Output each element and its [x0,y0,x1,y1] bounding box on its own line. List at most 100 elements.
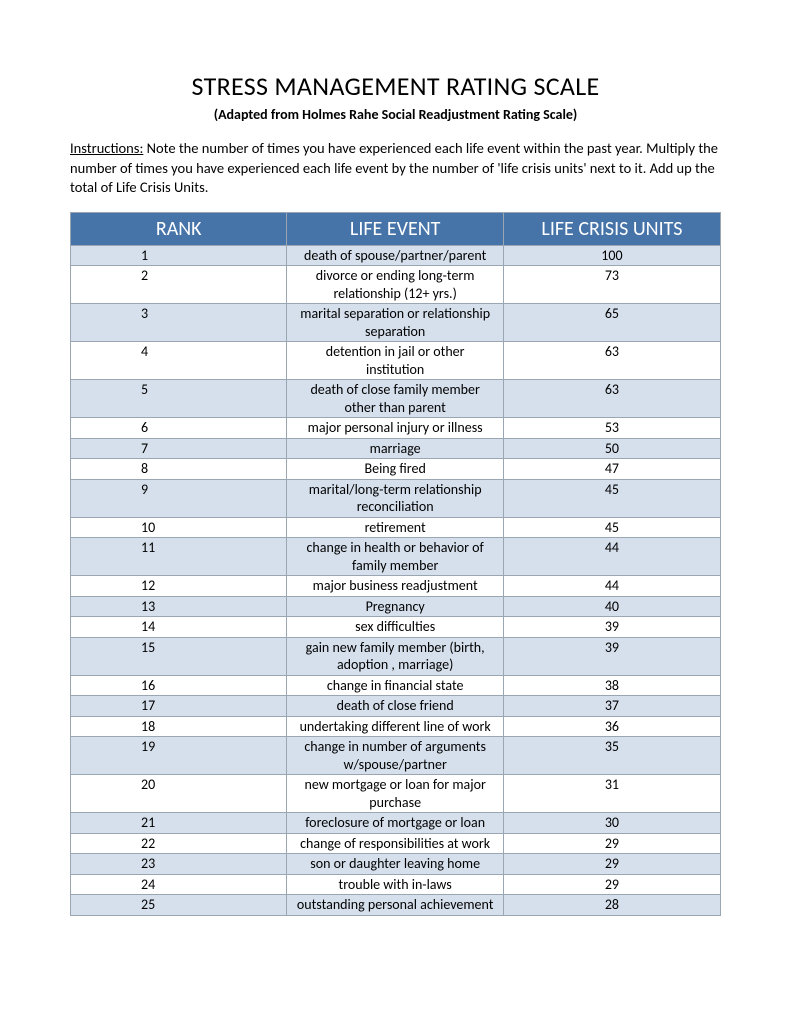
table-body: 1death of spouse/partner/parent1002divor… [71,245,721,915]
table-row: 10retirement45 [71,517,721,538]
cell-life-event: undertaking different line of work [287,716,503,737]
cell-life-event: Being fired [287,459,503,480]
table-row: 5death of close family member other than… [71,380,721,418]
col-life-event: LIFE EVENT [287,212,503,245]
cell-life-event: major business readjustment [287,576,503,597]
table-row: 22change of responsibilities at work29 [71,833,721,854]
table-row: 4detention in jail or other institution6… [71,342,721,380]
cell-rank: 23 [71,854,287,875]
table-row: 9marital/long-term relationship reconcil… [71,479,721,517]
cell-units: 37 [503,696,720,717]
cell-units: 63 [503,342,720,380]
cell-life-event: new mortgage or loan for major purchase [287,775,503,813]
cell-life-event: foreclosure of mortgage or loan [287,813,503,834]
cell-life-event: change of responsibilities at work [287,833,503,854]
cell-units: 39 [503,617,720,638]
table-row: 24trouble with in-laws29 [71,874,721,895]
cell-rank: 22 [71,833,287,854]
cell-life-event: divorce or ending long-term relationship… [287,266,503,304]
cell-units: 35 [503,737,720,775]
cell-life-event: marital/long-term relationship reconcili… [287,479,503,517]
cell-life-event: major personal injury or illness [287,418,503,439]
cell-units: 38 [503,675,720,696]
cell-units: 65 [503,304,720,342]
cell-units: 100 [503,245,720,266]
cell-rank: 8 [71,459,287,480]
cell-rank: 24 [71,874,287,895]
cell-units: 28 [503,895,720,916]
cell-units: 31 [503,775,720,813]
cell-units: 47 [503,459,720,480]
cell-rank: 6 [71,418,287,439]
cell-life-event: trouble with in-laws [287,874,503,895]
cell-rank: 21 [71,813,287,834]
cell-rank: 15 [71,637,287,675]
cell-life-event: death of close family member other than … [287,380,503,418]
cell-rank: 4 [71,342,287,380]
table-row: 2divorce or ending long-term relationshi… [71,266,721,304]
cell-units: 29 [503,874,720,895]
cell-units: 44 [503,538,720,576]
cell-units: 45 [503,479,720,517]
page-title: STRESS MANAGEMENT RATING SCALE [70,70,721,102]
instructions: Instructions: Note the number of times y… [70,139,721,198]
cell-rank: 7 [71,438,287,459]
cell-units: 53 [503,418,720,439]
cell-life-event: retirement [287,517,503,538]
cell-rank: 16 [71,675,287,696]
table-row: 7marriage50 [71,438,721,459]
cell-life-event: outstanding personal achievement [287,895,503,916]
instructions-label: Instructions: [70,139,143,157]
table-row: 14sex difficulties39 [71,617,721,638]
cell-rank: 17 [71,696,287,717]
table-row: 17death of close friend37 [71,696,721,717]
cell-life-event: sex difficulties [287,617,503,638]
cell-rank: 14 [71,617,287,638]
instructions-text: Note the number of times you have experi… [70,139,718,196]
table-row: 11change in health or behavior of family… [71,538,721,576]
cell-life-event: marital separation or relationship separ… [287,304,503,342]
table-row: 13Pregnancy40 [71,596,721,617]
table-row: 8Being fired47 [71,459,721,480]
cell-units: 40 [503,596,720,617]
cell-rank: 18 [71,716,287,737]
cell-life-event: change in health or behavior of family m… [287,538,503,576]
table-row: 23son or daughter leaving home29 [71,854,721,875]
cell-life-event: change in financial state [287,675,503,696]
cell-rank: 1 [71,245,287,266]
col-life-crisis-units: LIFE CRISIS UNITS [503,212,720,245]
table-row: 6major personal injury or illness53 [71,418,721,439]
table-row: 20new mortgage or loan for major purchas… [71,775,721,813]
table-row: 19change in number of arguments w/spouse… [71,737,721,775]
table-header-row: RANK LIFE EVENT LIFE CRISIS UNITS [71,212,721,245]
cell-units: 50 [503,438,720,459]
cell-life-event: death of spouse/partner/parent [287,245,503,266]
table-row: 16change in financial state38 [71,675,721,696]
table-row: 15gain new family member (birth, adoptio… [71,637,721,675]
cell-rank: 9 [71,479,287,517]
cell-units: 29 [503,833,720,854]
col-rank: RANK [71,212,287,245]
cell-units: 29 [503,854,720,875]
cell-units: 63 [503,380,720,418]
cell-units: 30 [503,813,720,834]
cell-units: 44 [503,576,720,597]
cell-units: 73 [503,266,720,304]
cell-life-event: detention in jail or other institution [287,342,503,380]
cell-rank: 2 [71,266,287,304]
cell-life-event: son or daughter leaving home [287,854,503,875]
cell-rank: 5 [71,380,287,418]
cell-rank: 11 [71,538,287,576]
cell-life-event: Pregnancy [287,596,503,617]
cell-units: 36 [503,716,720,737]
table-row: 12major business readjustment44 [71,576,721,597]
table-row: 25outstanding personal achievement28 [71,895,721,916]
cell-rank: 3 [71,304,287,342]
cell-rank: 19 [71,737,287,775]
table-row: 18undertaking different line of work36 [71,716,721,737]
cell-units: 45 [503,517,720,538]
table-row: 21foreclosure of mortgage or loan30 [71,813,721,834]
table-row: 1death of spouse/partner/parent100 [71,245,721,266]
cell-life-event: death of close friend [287,696,503,717]
cell-units: 39 [503,637,720,675]
